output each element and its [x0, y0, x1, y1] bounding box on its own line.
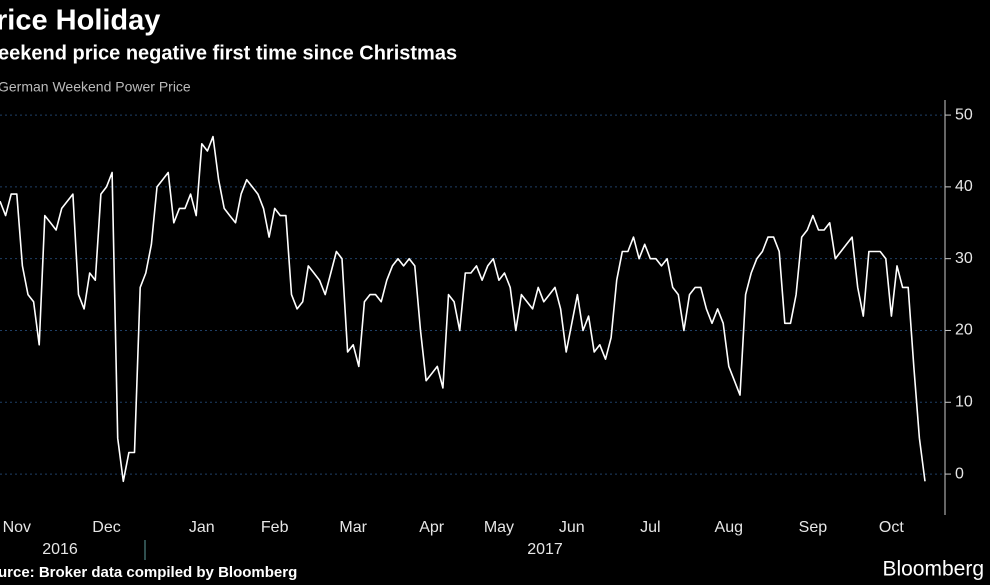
- x-tick-label: Jul: [640, 519, 660, 536]
- chart-subtitle: eekend price negative first time since C…: [0, 42, 457, 64]
- x-tick-label: Oct: [879, 519, 904, 536]
- y-tick-label: 30: [955, 250, 973, 267]
- x-tick-label: Apr: [419, 519, 445, 536]
- year-label: 2016: [42, 541, 78, 558]
- chart-title: rice Holiday: [0, 5, 160, 37]
- y-tick-label: 40: [955, 178, 973, 195]
- x-tick-label: Sep: [799, 519, 828, 536]
- source: urce: Broker data compiled by Bloomberg: [0, 564, 297, 581]
- brand: Bloomberg: [882, 558, 984, 581]
- x-tick-label: Jun: [559, 519, 585, 536]
- x-tick-label: Aug: [715, 519, 743, 536]
- legend-entry: German Weekend Power Price: [0, 79, 191, 95]
- x-tick-label: Feb: [261, 519, 289, 536]
- x-tick-label: Jan: [189, 519, 215, 536]
- y-tick-label: 0: [955, 465, 964, 482]
- x-tick-label: Mar: [339, 519, 367, 536]
- y-tick-label: 20: [955, 322, 973, 339]
- x-tick-label: May: [484, 519, 514, 536]
- y-tick-label: 50: [955, 106, 973, 123]
- y-tick-label: 10: [955, 393, 973, 410]
- x-tick-label: Dec: [92, 519, 120, 536]
- x-tick-label: Nov: [3, 519, 31, 536]
- line-series: [0, 135, 926, 483]
- year-label: 2017: [527, 541, 563, 558]
